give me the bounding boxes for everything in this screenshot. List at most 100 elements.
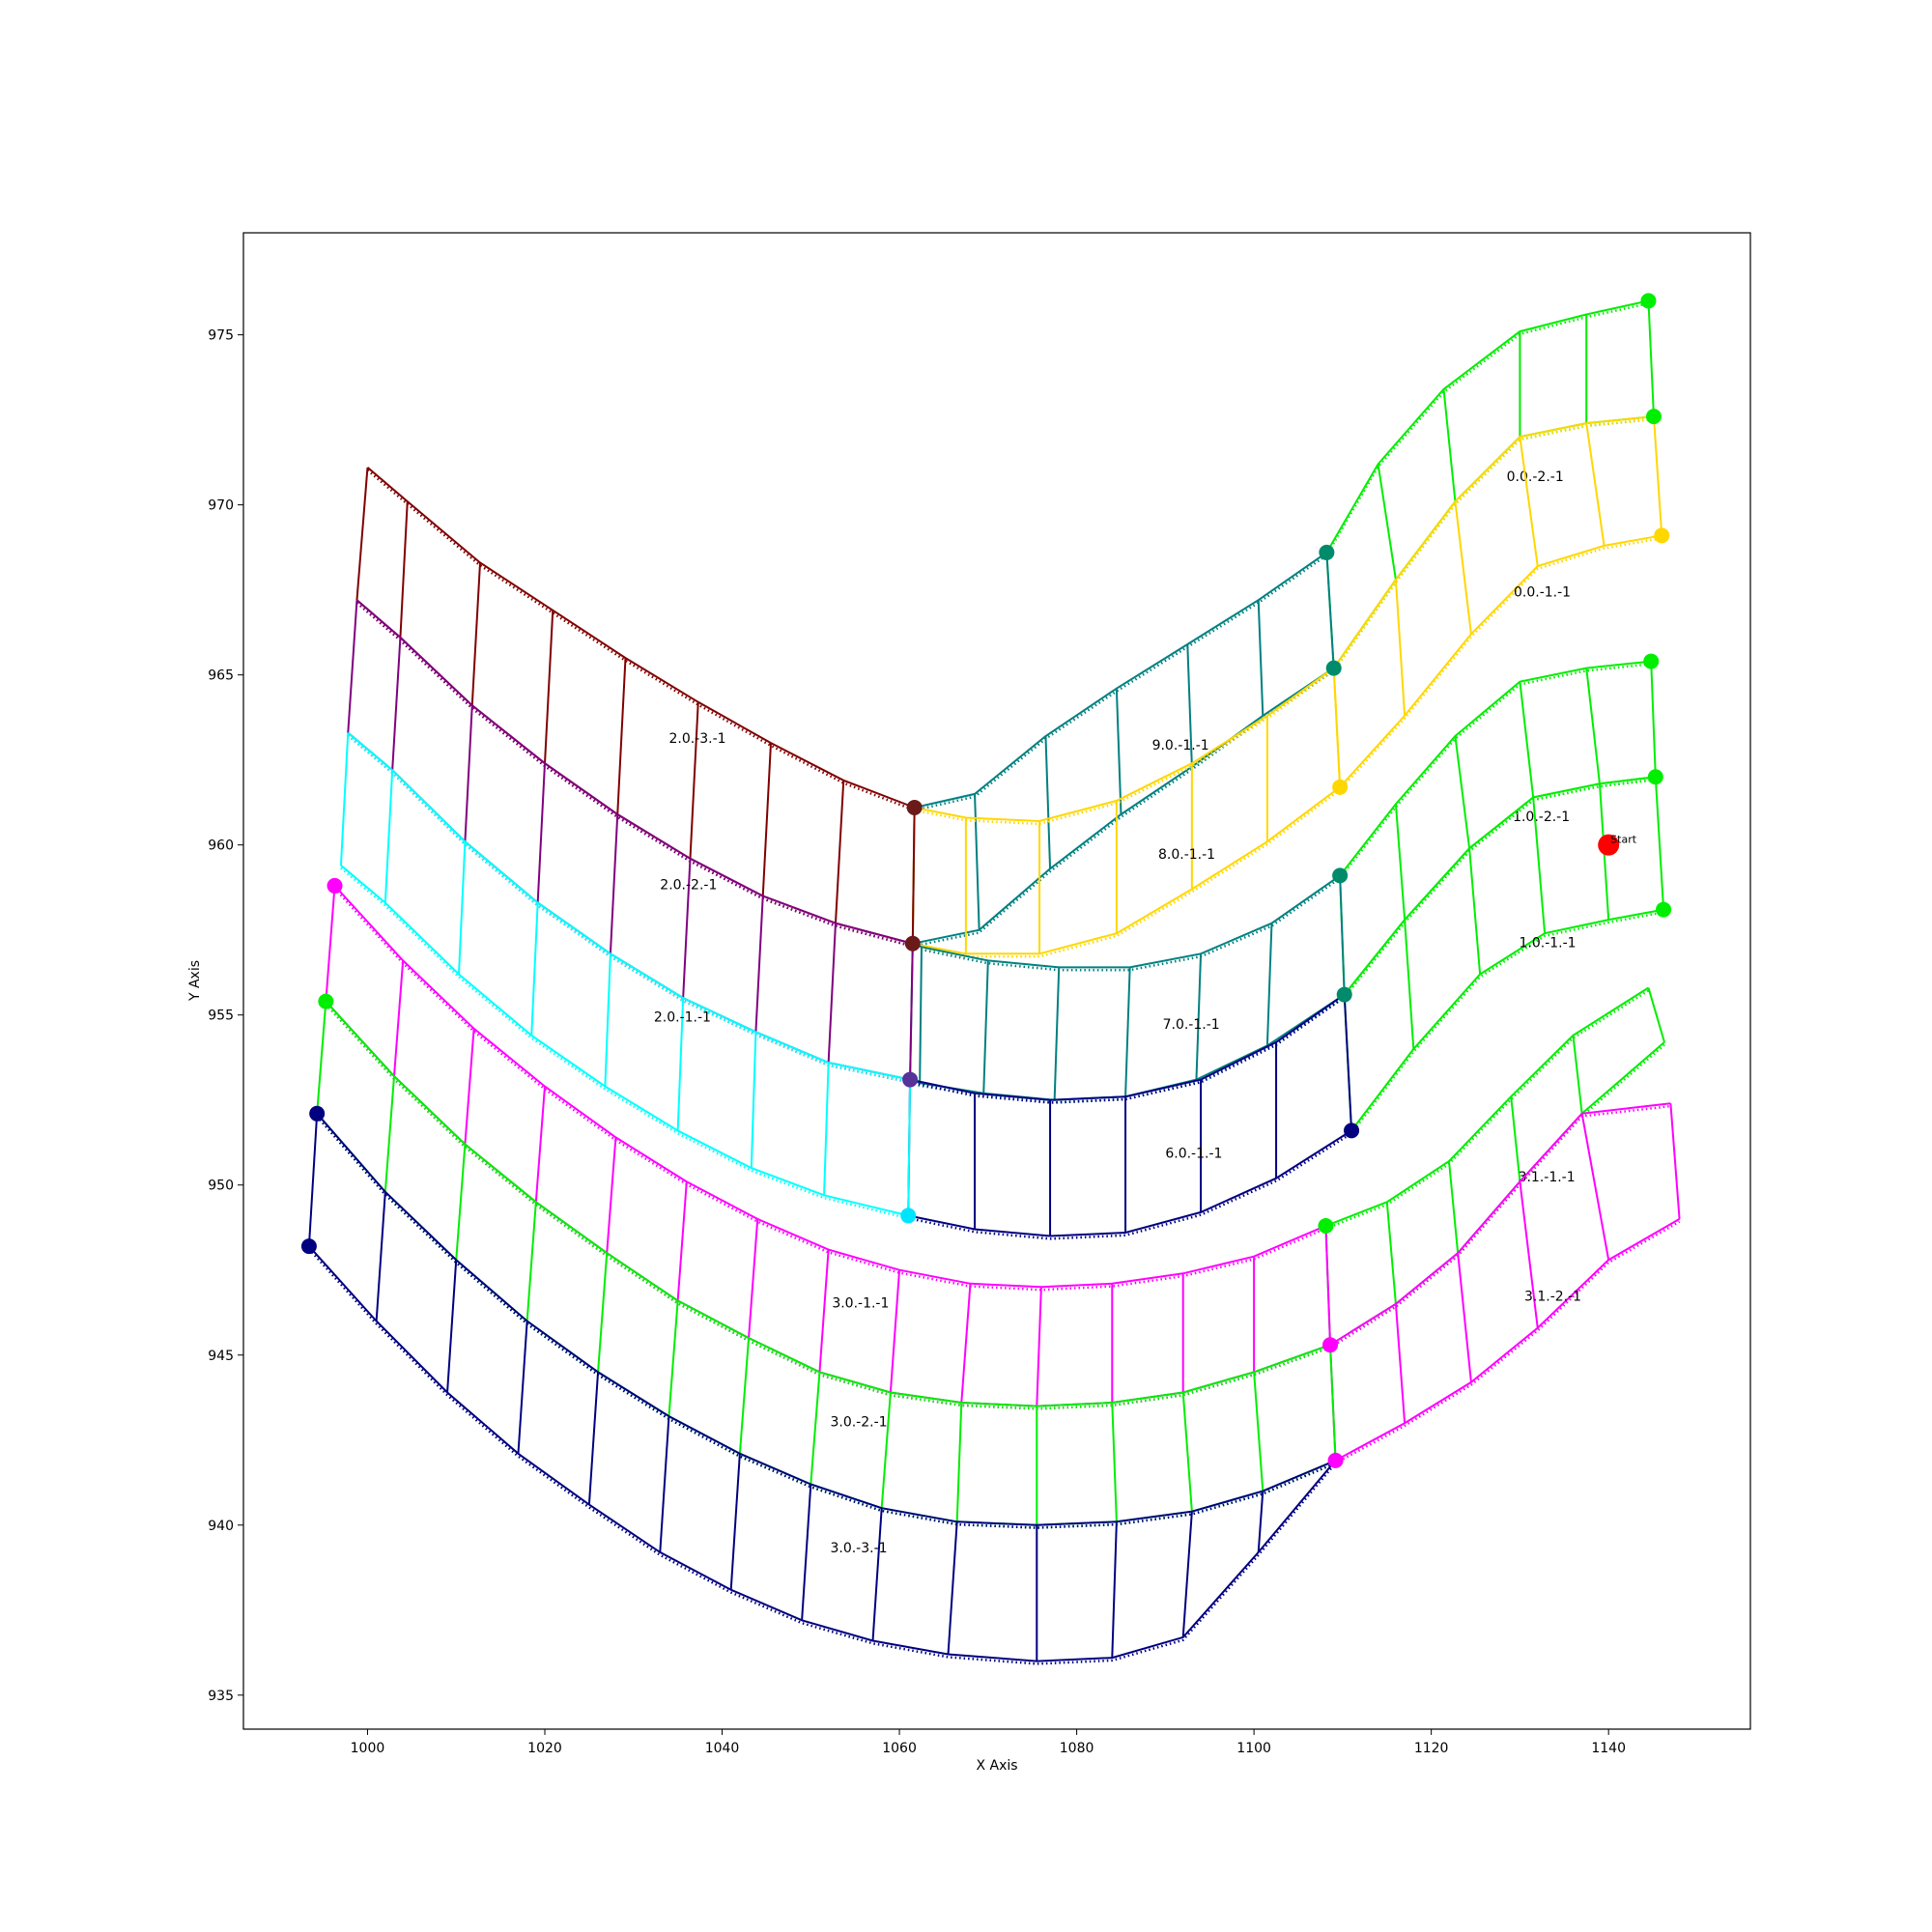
start-label: Start bbox=[1610, 834, 1637, 846]
x-tick-label: 1020 bbox=[527, 1741, 562, 1756]
lane-connector bbox=[1111, 1521, 1118, 1659]
lane-boundary-left bbox=[912, 874, 1341, 969]
lane-connector bbox=[1377, 464, 1397, 581]
start-marker bbox=[1598, 834, 1620, 856]
lane-connector bbox=[464, 1028, 475, 1145]
lane-node-marker bbox=[1643, 653, 1660, 669]
lane-connector bbox=[1257, 600, 1264, 716]
y-tick-label: 975 bbox=[208, 328, 234, 344]
lane-connector bbox=[1654, 777, 1665, 910]
x-tick-label: 1080 bbox=[1060, 1741, 1094, 1756]
lane-node-marker bbox=[327, 877, 343, 894]
lane-boundary-right bbox=[1339, 534, 1662, 788]
lane-node-marker bbox=[1322, 1337, 1339, 1353]
lane-connector bbox=[606, 1137, 617, 1254]
x-axis-title: X Axis bbox=[976, 1758, 1017, 1774]
lane-connector bbox=[604, 953, 611, 1087]
lane-connector bbox=[347, 600, 358, 733]
lane-node-marker bbox=[309, 1105, 326, 1122]
lane-connector bbox=[982, 960, 989, 1094]
lane-connector bbox=[738, 1338, 751, 1454]
lane-connector bbox=[307, 1113, 319, 1247]
lane-boundary-right bbox=[1350, 908, 1664, 1132]
lane-connector bbox=[880, 1392, 892, 1509]
lane-label: 7.0.-1.-1 bbox=[1163, 1017, 1220, 1033]
lane-label: 9.0.-1.-1 bbox=[1152, 738, 1209, 753]
y-tick-label: 960 bbox=[208, 838, 234, 854]
lane-connector bbox=[375, 1191, 386, 1321]
lane-node-marker bbox=[318, 993, 334, 1009]
lane-connector bbox=[1404, 920, 1415, 1049]
lane-connector bbox=[729, 1453, 741, 1590]
lane-connector bbox=[947, 1521, 958, 1655]
lane-boundary-left bbox=[1325, 986, 1650, 1227]
lane-label: 1.0.-1.-1 bbox=[1519, 935, 1576, 951]
lane-1.0.-1.-1: 1.0.-1.-1 bbox=[1343, 776, 1665, 1134]
lane-connector bbox=[1585, 668, 1601, 784]
lane-connector bbox=[1329, 1345, 1337, 1461]
lane-connector bbox=[446, 1260, 458, 1393]
y-tick-label: 935 bbox=[208, 1689, 234, 1704]
lane-label: 1.0.-2.-1 bbox=[1513, 810, 1570, 825]
lane-connector bbox=[676, 998, 685, 1131]
lane-connector bbox=[761, 743, 772, 896]
lane-connector bbox=[457, 841, 467, 975]
lane-node-marker bbox=[1318, 1217, 1334, 1234]
lane-connector bbox=[1257, 1491, 1264, 1553]
lane-label: 6.0.-1.-1 bbox=[1165, 1147, 1222, 1162]
lane-connector bbox=[1181, 1511, 1193, 1638]
lane-boundary-left bbox=[347, 731, 911, 1081]
lane-8.0.-1.-1: 8.0.-1.-1 bbox=[911, 667, 1342, 958]
lane-connector bbox=[1647, 300, 1655, 417]
lane-connector bbox=[464, 705, 473, 842]
lane-node-marker bbox=[1645, 409, 1662, 425]
lane-label: 2.0.-1.-1 bbox=[654, 1010, 711, 1026]
start-point: Start bbox=[1598, 834, 1637, 856]
lane-node-marker bbox=[1647, 769, 1663, 785]
lane-boundary-left-dotted bbox=[366, 469, 916, 811]
lane-node-marker bbox=[906, 799, 923, 815]
lane-connector bbox=[1394, 804, 1406, 921]
lane-connector bbox=[1195, 953, 1203, 1080]
lane-boundary-right-dotted bbox=[1334, 1220, 1681, 1464]
lane-node-marker bbox=[904, 935, 921, 952]
lane-connector bbox=[1044, 735, 1052, 869]
lane-boundary-left bbox=[1332, 415, 1655, 669]
lane-connector bbox=[1519, 437, 1539, 567]
lane-nodes bbox=[300, 293, 1672, 1468]
lane-connector bbox=[455, 1144, 467, 1261]
lane-label: 3.0.-3.-1 bbox=[830, 1541, 887, 1556]
lane-connector bbox=[907, 1079, 912, 1216]
lane-node-marker bbox=[1332, 867, 1349, 884]
lane-label: 2.0.-2.-1 bbox=[660, 877, 717, 893]
lane-connector bbox=[1510, 1096, 1521, 1182]
lane-connector bbox=[1339, 875, 1346, 995]
lane-node-marker bbox=[1336, 986, 1352, 1003]
lane-connector bbox=[1115, 688, 1122, 815]
lane-connector bbox=[668, 1300, 679, 1417]
x-tick-label: 1140 bbox=[1591, 1741, 1626, 1756]
lane-connector bbox=[871, 1508, 883, 1641]
lane-connector bbox=[355, 467, 369, 601]
lane-2.0.-1.-1: 2.0.-1.-1 bbox=[339, 731, 912, 1220]
lane-connector bbox=[384, 770, 394, 903]
lane-connector bbox=[530, 902, 539, 1036]
lane-connector bbox=[384, 1075, 395, 1192]
lane-label: 3.1.-2.-1 bbox=[1524, 1289, 1581, 1304]
lane-connector bbox=[393, 960, 405, 1077]
lane-connector bbox=[818, 1249, 830, 1373]
lane-label: 0.0.-2.-1 bbox=[1507, 469, 1564, 485]
axes-frame bbox=[242, 232, 1751, 1730]
lane-connector bbox=[909, 943, 914, 1080]
x-tick-label: 1000 bbox=[351, 1741, 385, 1756]
lane-connector bbox=[1265, 923, 1273, 1046]
lane-boundary-left bbox=[333, 885, 1326, 1289]
lane-node-marker bbox=[1656, 901, 1672, 918]
lane-connector bbox=[1124, 967, 1131, 1097]
lane-connector bbox=[754, 895, 764, 1033]
lane-connector bbox=[1572, 1035, 1583, 1114]
lane-connector bbox=[1036, 1287, 1042, 1406]
lane-connector bbox=[1394, 580, 1406, 716]
lane-connector bbox=[1454, 735, 1471, 849]
lane-connector bbox=[834, 780, 845, 923]
